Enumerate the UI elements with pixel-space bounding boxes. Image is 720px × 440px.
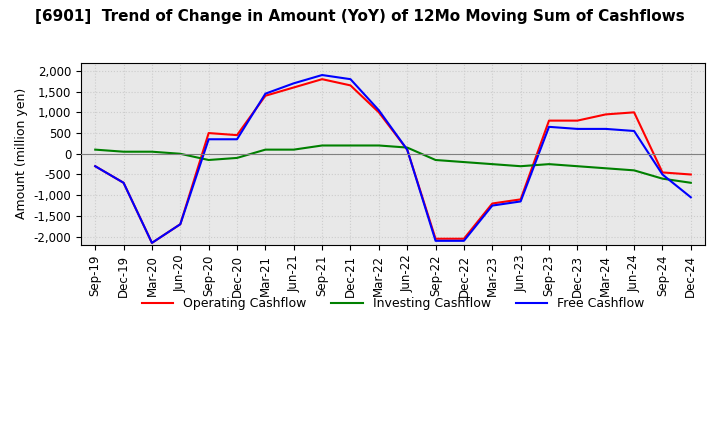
- Free Cashflow: [204, 137, 213, 142]
- Investing Cashflow: [573, 164, 582, 169]
- Free Cashflow: [346, 77, 355, 82]
- Free Cashflow: [403, 147, 412, 152]
- Text: [6901]  Trend of Change in Amount (YoY) of 12Mo Moving Sum of Cashflows: [6901] Trend of Change in Amount (YoY) o…: [35, 9, 685, 24]
- Free Cashflow: [289, 81, 298, 86]
- Investing Cashflow: [686, 180, 695, 185]
- Investing Cashflow: [431, 158, 440, 163]
- Investing Cashflow: [488, 161, 497, 167]
- Free Cashflow: [601, 126, 610, 132]
- Free Cashflow: [91, 164, 99, 169]
- Free Cashflow: [120, 180, 128, 185]
- Investing Cashflow: [630, 168, 639, 173]
- Line: Operating Cashflow: Operating Cashflow: [95, 79, 690, 243]
- Operating Cashflow: [120, 180, 128, 185]
- Free Cashflow: [176, 222, 184, 227]
- Free Cashflow: [658, 172, 667, 177]
- Investing Cashflow: [261, 147, 270, 152]
- Operating Cashflow: [346, 83, 355, 88]
- Operating Cashflow: [601, 112, 610, 117]
- Investing Cashflow: [233, 155, 241, 161]
- Investing Cashflow: [374, 143, 383, 148]
- Investing Cashflow: [516, 164, 525, 169]
- Free Cashflow: [318, 73, 326, 78]
- Investing Cashflow: [318, 143, 326, 148]
- Free Cashflow: [516, 199, 525, 204]
- Investing Cashflow: [459, 159, 468, 165]
- Investing Cashflow: [601, 165, 610, 171]
- Free Cashflow: [686, 194, 695, 200]
- Operating Cashflow: [374, 110, 383, 115]
- Investing Cashflow: [289, 147, 298, 152]
- Operating Cashflow: [516, 197, 525, 202]
- Operating Cashflow: [658, 170, 667, 175]
- Investing Cashflow: [120, 149, 128, 154]
- Investing Cashflow: [91, 147, 99, 152]
- Operating Cashflow: [91, 164, 99, 169]
- Free Cashflow: [233, 137, 241, 142]
- Operating Cashflow: [545, 118, 554, 123]
- Operating Cashflow: [488, 201, 497, 206]
- Free Cashflow: [148, 240, 156, 246]
- Operating Cashflow: [176, 222, 184, 227]
- Investing Cashflow: [148, 149, 156, 154]
- Free Cashflow: [261, 91, 270, 96]
- Free Cashflow: [630, 128, 639, 134]
- Investing Cashflow: [545, 161, 554, 167]
- Free Cashflow: [431, 238, 440, 243]
- Operating Cashflow: [233, 132, 241, 138]
- Investing Cashflow: [346, 143, 355, 148]
- Investing Cashflow: [204, 158, 213, 163]
- Operating Cashflow: [261, 93, 270, 99]
- Investing Cashflow: [176, 151, 184, 156]
- Legend: Operating Cashflow, Investing Cashflow, Free Cashflow: Operating Cashflow, Investing Cashflow, …: [137, 292, 649, 315]
- Free Cashflow: [374, 108, 383, 113]
- Investing Cashflow: [403, 145, 412, 150]
- Operating Cashflow: [630, 110, 639, 115]
- Operating Cashflow: [573, 118, 582, 123]
- Line: Investing Cashflow: Investing Cashflow: [95, 146, 690, 183]
- Operating Cashflow: [318, 77, 326, 82]
- Free Cashflow: [545, 124, 554, 129]
- Free Cashflow: [573, 126, 582, 132]
- Operating Cashflow: [289, 85, 298, 90]
- Y-axis label: Amount (million yen): Amount (million yen): [15, 88, 28, 220]
- Operating Cashflow: [148, 240, 156, 246]
- Operating Cashflow: [431, 236, 440, 242]
- Free Cashflow: [459, 238, 468, 243]
- Line: Free Cashflow: Free Cashflow: [95, 75, 690, 243]
- Operating Cashflow: [686, 172, 695, 177]
- Operating Cashflow: [204, 130, 213, 136]
- Investing Cashflow: [658, 176, 667, 181]
- Operating Cashflow: [403, 147, 412, 152]
- Free Cashflow: [488, 203, 497, 208]
- Operating Cashflow: [459, 236, 468, 242]
